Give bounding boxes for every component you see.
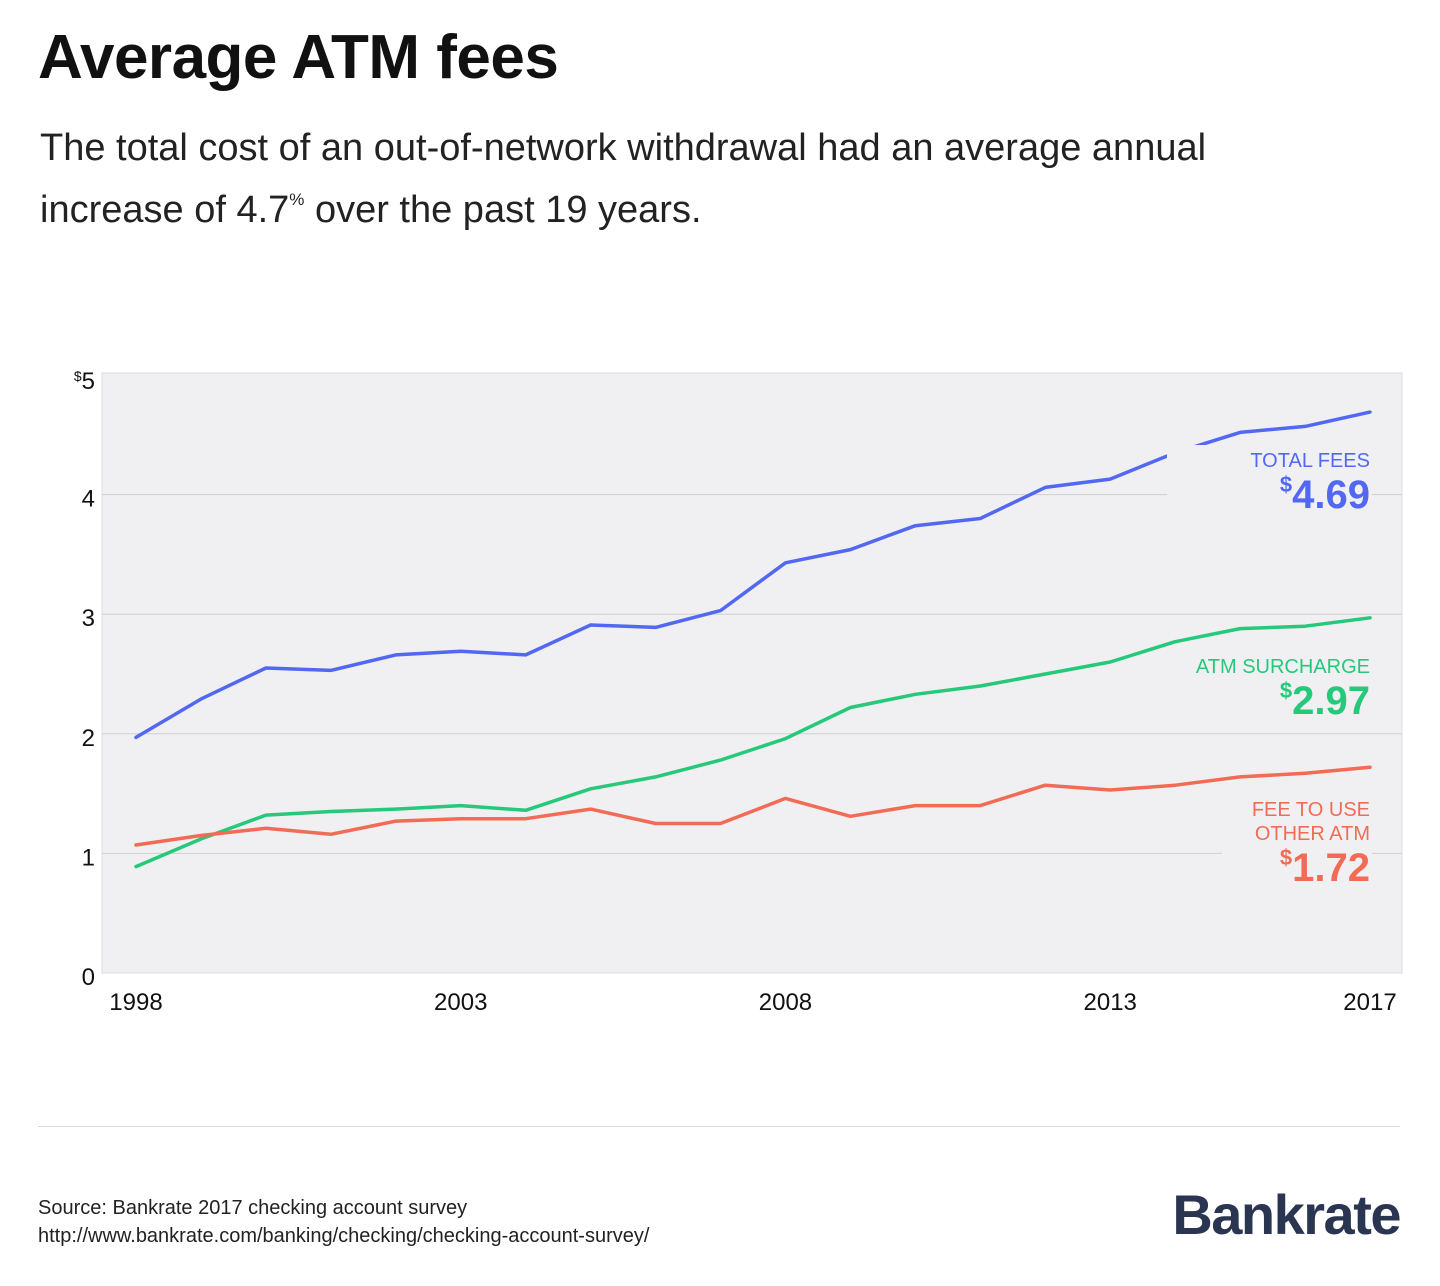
y-tick-label: 3 — [82, 605, 95, 632]
series-name-label: OTHER ATM — [1255, 823, 1370, 845]
x-tick-label: 2008 — [759, 989, 812, 1016]
series-final-value: $1.72 — [1280, 845, 1370, 890]
series-label-bg — [1167, 445, 1372, 515]
series-line-surcharge — [134, 616, 1372, 869]
series-label-bg — [1222, 794, 1372, 888]
y-tick-label: 0 — [82, 964, 95, 991]
x-tick-label: 2017 — [1343, 989, 1396, 1016]
x-tick-label: 2013 — [1084, 989, 1137, 1016]
subtitle-percent-sign: % — [289, 189, 305, 209]
chart-subtitle: The total cost of an out-of-network with… — [40, 118, 1300, 241]
footer-divider — [38, 1126, 1400, 1127]
series-line-other — [134, 765, 1372, 847]
series-name-label: ATM SURCHARGE — [1196, 656, 1370, 678]
series-name-label: TOTAL FEES — [1250, 450, 1370, 472]
source-url: http://www.bankrate.com/banking/checking… — [38, 1225, 650, 1247]
x-tick-label: 1998 — [109, 989, 162, 1016]
bankrate-logo: Bankrate — [1172, 1183, 1401, 1246]
series-label-bg — [1167, 651, 1372, 721]
x-tick-label: 2003 — [434, 989, 487, 1016]
line-chart: 0 1 2 3 4 $5 1998 2003 2008 2013 2017 TOTAL FEES$4.… — [74, 368, 1403, 1016]
y-tick-label: 4 — [82, 486, 95, 513]
subtitle-text: The total cost of an out-of-network with… — [40, 127, 1207, 231]
source-note: Source: Bankrate 2017 checking account s… — [38, 1194, 649, 1250]
subtitle-text-end: over the past 19 years. — [304, 188, 702, 231]
series-name-label: FEE TO USE — [1252, 799, 1370, 821]
y-tick-label: $5 — [74, 368, 95, 395]
y-tick-label: 2 — [82, 725, 95, 752]
chart-title: Average ATM fees — [38, 23, 559, 92]
series-final-value: $2.97 — [1280, 678, 1370, 723]
source-text: Source: Bankrate 2017 checking account s… — [38, 1197, 468, 1219]
series-final-value: $4.69 — [1280, 472, 1370, 517]
y-tick-label: 1 — [82, 844, 95, 871]
series-line-total — [134, 410, 1372, 740]
